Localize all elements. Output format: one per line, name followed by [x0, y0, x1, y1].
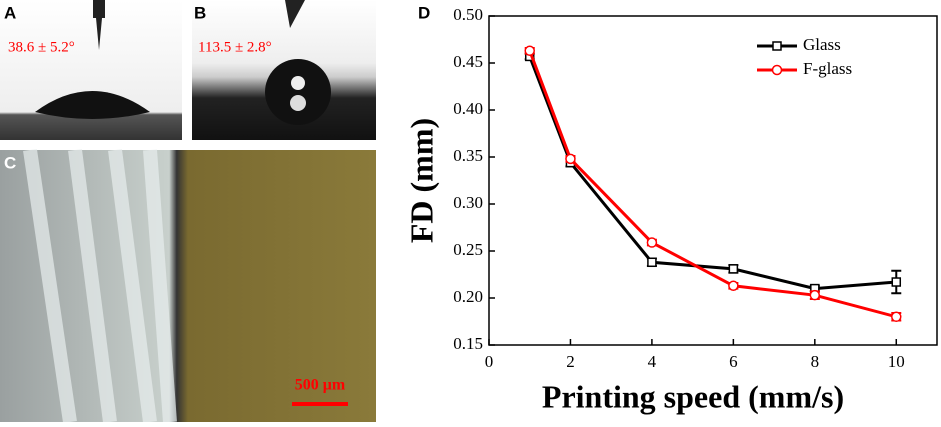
y-tick-label: 0.40: [453, 99, 483, 118]
marker: [565, 153, 576, 165]
panel-label: A: [4, 3, 16, 22]
y-tick-label: 0.30: [453, 193, 483, 212]
photo-b: [192, 0, 376, 140]
y-tick-label: 0.45: [453, 52, 483, 71]
x-tick-label: 6: [729, 352, 738, 371]
legend-marker: [771, 64, 783, 76]
scale-bar-label: 500 μm: [295, 377, 346, 394]
y-tick-label: 0.15: [453, 334, 483, 353]
x-axis-label: Printing speed (mm/s): [542, 378, 844, 414]
x-tick-label: 2: [566, 352, 575, 371]
legend-label: F-glass: [803, 59, 852, 78]
y-tick-label: 0.25: [453, 240, 483, 259]
marker: [646, 237, 658, 248]
contact-angle: 38.6 ± 5.2°: [8, 39, 75, 55]
photo-c: [0, 148, 376, 424]
panel-label: C: [4, 153, 16, 172]
x-tick-label: 10: [888, 352, 905, 371]
legend-label: Glass: [803, 35, 841, 54]
panel-label: B: [194, 3, 206, 22]
marker: [524, 45, 535, 57]
marker: [891, 277, 902, 287]
y-tick-label: 0.35: [453, 146, 483, 165]
marker: [728, 264, 739, 274]
photo-a: [0, 0, 182, 140]
x-tick-label: 4: [648, 352, 657, 371]
marker: [647, 257, 657, 268]
marker: [728, 280, 739, 292]
y-tick-label: 0.20: [453, 287, 483, 306]
marker: [891, 311, 902, 323]
panel-label: D: [418, 3, 430, 22]
x-tick-label: 0: [485, 352, 494, 371]
x-tick-label: 8: [811, 352, 820, 371]
y-tick-label: 0.50: [453, 5, 483, 24]
y-axis-label: FD (mm): [403, 118, 439, 243]
series-line: [528, 50, 897, 319]
marker: [809, 289, 821, 301]
contact-angle: 113.5 ± 2.8°: [198, 39, 272, 55]
legend-marker: [772, 41, 782, 51]
plot-frame: [488, 15, 938, 346]
